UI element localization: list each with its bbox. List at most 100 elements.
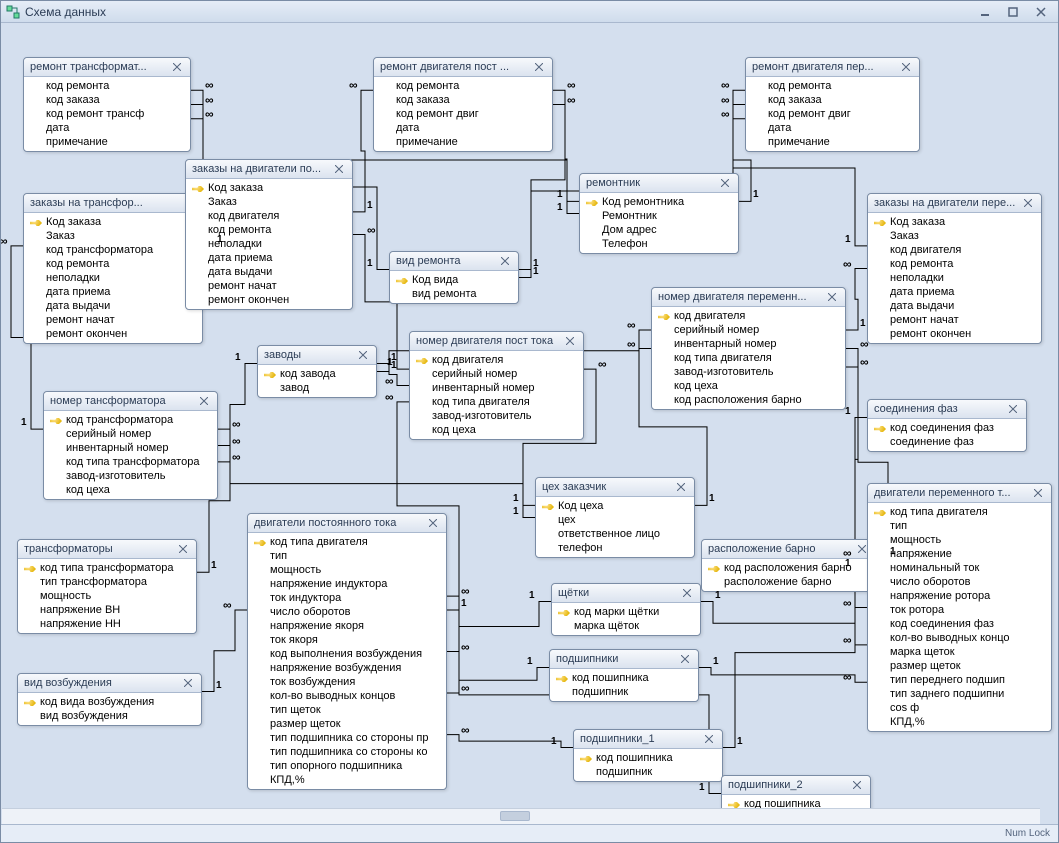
field-item[interactable]: неполадки — [870, 271, 1039, 285]
field-item[interactable]: код ремонта — [376, 79, 550, 93]
field-item[interactable]: Код заказа — [26, 215, 200, 229]
close-icon[interactable] — [532, 60, 546, 74]
field-item[interactable]: код ремонт двиг — [748, 107, 917, 121]
field-item[interactable]: код типа двигателя — [250, 535, 444, 549]
field-item[interactable]: код ремонт трансф — [26, 107, 188, 121]
field-item[interactable]: код ремонта — [26, 257, 200, 271]
close-icon[interactable] — [674, 480, 688, 494]
field-item[interactable]: марка щеток — [870, 645, 1049, 659]
field-item[interactable]: код марки щётки — [554, 605, 698, 619]
field-item[interactable]: мощность — [20, 589, 194, 603]
field-item[interactable]: ремонт начат — [26, 313, 200, 327]
field-item[interactable]: код ремонта — [26, 79, 188, 93]
field-item[interactable]: тип щеток — [250, 703, 444, 717]
field-item[interactable]: код заказа — [26, 93, 188, 107]
field-item[interactable]: мощность — [870, 533, 1049, 547]
entity-header[interactable]: подшипники — [550, 650, 698, 669]
field-item[interactable]: код пошипника — [552, 671, 696, 685]
field-item[interactable]: КПД,% — [870, 715, 1049, 729]
field-item[interactable]: тип — [250, 549, 444, 563]
field-item[interactable]: инвентарный номер — [46, 441, 215, 455]
entity-header[interactable]: ремонт двигателя пост ... — [374, 58, 552, 77]
minimize-button[interactable] — [972, 4, 998, 20]
close-icon[interactable] — [678, 652, 692, 666]
field-item[interactable]: марка щёток — [554, 619, 698, 633]
close-icon[interactable] — [1006, 402, 1020, 416]
field-item[interactable]: код цеха — [46, 483, 215, 497]
field-item[interactable]: соединение фаз — [870, 435, 1024, 449]
field-item[interactable]: вид возбуждения — [20, 709, 199, 723]
field-item[interactable]: число оборотов — [870, 575, 1049, 589]
field-item[interactable]: код типа двигателя — [412, 395, 581, 409]
entity-nomer_dvig_per[interactable]: номер двигателя переменн... код двигателя… — [651, 287, 846, 410]
field-item[interactable]: инвентарный номер — [654, 337, 843, 351]
field-item[interactable]: напряжение — [870, 547, 1049, 561]
field-item[interactable]: код двигателя — [654, 309, 843, 323]
field-item[interactable]: тип переднего подшип — [870, 673, 1049, 687]
field-item[interactable]: ответственное лицо — [538, 527, 692, 541]
field-item[interactable]: код завода — [260, 367, 374, 381]
field-item[interactable]: напряжение ротора — [870, 589, 1049, 603]
close-icon[interactable] — [356, 348, 370, 362]
entity-header[interactable]: подшипники_2 — [722, 776, 870, 795]
entity-header[interactable]: ремонт двигателя пер... — [746, 58, 919, 77]
close-icon[interactable] — [332, 162, 346, 176]
field-item[interactable]: неполадки — [188, 237, 350, 251]
field-item[interactable]: серийный номер — [46, 427, 215, 441]
field-item[interactable]: дата — [748, 121, 917, 135]
field-item[interactable]: код расположения барно — [654, 393, 843, 407]
field-item[interactable]: число оборотов — [250, 605, 444, 619]
close-icon[interactable] — [498, 254, 512, 268]
field-item[interactable]: код двигателя — [188, 209, 350, 223]
entity-rem_dvig_post[interactable]: ремонт двигателя пост ... код ремонта код … — [373, 57, 553, 152]
field-item[interactable]: Код цеха — [538, 499, 692, 513]
field-item[interactable]: код вида возбуждения — [20, 695, 199, 709]
field-item[interactable]: напряжение индуктора — [250, 577, 444, 591]
entity-dvig_post[interactable]: двигатели постоянного токакод типа двига… — [247, 513, 447, 790]
field-item[interactable]: ремонт окончен — [188, 293, 350, 307]
entity-header[interactable]: двигатели переменного т... — [868, 484, 1051, 503]
entity-header[interactable]: вид возбуждения — [18, 674, 201, 693]
field-item[interactable]: код ремонт двиг — [376, 107, 550, 121]
field-item[interactable]: ток ротора — [870, 603, 1049, 617]
field-item[interactable]: Код вида — [392, 273, 516, 287]
field-item[interactable]: ремонт окончен — [26, 327, 200, 341]
field-item[interactable]: номинальный ток — [870, 561, 1049, 575]
close-icon[interactable] — [899, 60, 913, 74]
entity-soed_faz[interactable]: соединения фазкод соединения фазсоединен… — [867, 399, 1027, 452]
field-item[interactable]: ремонт начат — [870, 313, 1039, 327]
close-icon[interactable] — [1021, 196, 1035, 210]
field-item[interactable]: код пошипника — [576, 751, 720, 765]
close-icon[interactable] — [426, 516, 440, 530]
close-icon[interactable] — [680, 586, 694, 600]
entity-dvig_per[interactable]: двигатели переменного т...код типа двига… — [867, 483, 1052, 732]
close-icon[interactable] — [1031, 486, 1045, 500]
entity-rem_dvig_per[interactable]: ремонт двигателя пер...код ремонтакод за… — [745, 57, 920, 152]
field-item[interactable]: дата выдачи — [26, 299, 200, 313]
field-item[interactable]: код трансформатора — [46, 413, 215, 427]
field-item[interactable]: кол-во выводных концов — [250, 689, 444, 703]
entity-header[interactable]: номер двигателя пост тока — [410, 332, 583, 351]
entity-header[interactable]: ремонтник — [580, 174, 738, 193]
field-item[interactable]: тип трансформатора — [20, 575, 194, 589]
field-item[interactable]: Заказ — [188, 195, 350, 209]
field-item[interactable]: код типа трансформатора — [20, 561, 194, 575]
field-item[interactable]: дата приема — [870, 285, 1039, 299]
titlebar[interactable]: Схема данных — [1, 1, 1058, 23]
field-item[interactable]: примечание — [26, 135, 188, 149]
field-item[interactable]: телефон — [538, 541, 692, 555]
field-item[interactable]: подшипник — [576, 765, 720, 779]
field-item[interactable]: ток индуктора — [250, 591, 444, 605]
field-item[interactable]: Ремонтник — [582, 209, 736, 223]
field-item[interactable]: завод-изготовитель — [654, 365, 843, 379]
entity-header[interactable]: номер двигателя переменн... — [652, 288, 845, 307]
field-item[interactable]: напряжение возбуждения — [250, 661, 444, 675]
entity-zakazy_dvig_post[interactable]: заказы на двигатели по...Код заказаЗаказ… — [185, 159, 353, 310]
horizontal-scrollbar[interactable] — [2, 808, 1040, 824]
field-item[interactable]: тип подшипника со стороны пр — [250, 731, 444, 745]
field-item[interactable]: ремонт начат — [188, 279, 350, 293]
field-item[interactable]: серийный номер — [412, 367, 581, 381]
field-item[interactable]: завод — [260, 381, 374, 395]
entity-header[interactable]: ремонт трансформат... — [24, 58, 190, 77]
field-item[interactable]: cos ф — [870, 701, 1049, 715]
